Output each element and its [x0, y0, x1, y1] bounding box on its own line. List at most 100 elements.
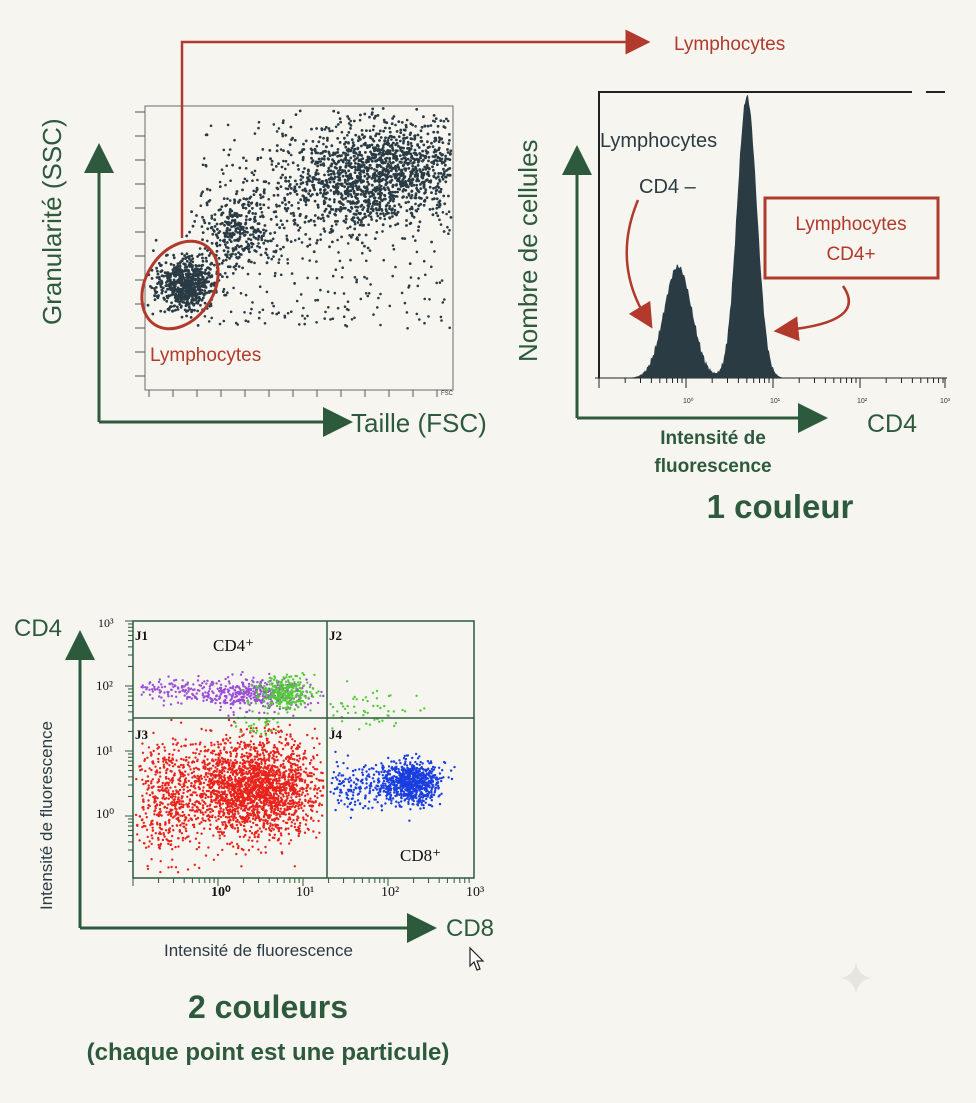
- cell-dot: [259, 206, 263, 210]
- particle-dot: [162, 763, 166, 766]
- cell-dot: [392, 173, 395, 176]
- cell-dot: [364, 233, 368, 237]
- cell-dot: [373, 196, 377, 200]
- particle-dot: [238, 743, 242, 746]
- cell-dot: [330, 144, 334, 148]
- cell-dot: [403, 301, 407, 305]
- cell-dot: [213, 263, 216, 267]
- cell-dot: [234, 268, 237, 271]
- cell-dot: [335, 223, 338, 226]
- cell-dot: [436, 175, 440, 179]
- cell-dot: [361, 251, 364, 255]
- cell-dot: [197, 292, 200, 295]
- particle-dot: [290, 785, 293, 788]
- cell-dot: [216, 236, 220, 240]
- cell-dot: [365, 129, 368, 133]
- particle-dot: [203, 827, 206, 830]
- cell-dot: [363, 212, 367, 216]
- particle-dot: [195, 794, 199, 797]
- cell-dot: [311, 159, 315, 163]
- cell-dot: [394, 265, 397, 269]
- particle-dot: [261, 752, 265, 755]
- particle-dot: [310, 759, 313, 762]
- cell-dot: [446, 157, 450, 161]
- particle-dot: [214, 801, 217, 804]
- cell-dot: [388, 160, 392, 163]
- particle-dot: [236, 741, 239, 745]
- cell-dot: [363, 174, 367, 178]
- cell-dot: [370, 218, 374, 221]
- cell-dot: [206, 239, 209, 243]
- particle-dot: [252, 764, 256, 767]
- cell-dot: [380, 199, 384, 203]
- particle-dot: [230, 798, 233, 801]
- particle-dot: [230, 815, 233, 818]
- particle-dot: [293, 758, 296, 761]
- cell-dot: [412, 157, 416, 161]
- cell-dot: [402, 133, 406, 137]
- cell-dot: [226, 123, 230, 127]
- cell-dot: [184, 256, 188, 260]
- cell-dot: [411, 235, 415, 238]
- cell-dot: [281, 132, 284, 136]
- cell-dot: [434, 211, 438, 215]
- cell-dot: [417, 146, 421, 149]
- cell-dot: [279, 148, 283, 151]
- cell-dot: [171, 290, 175, 294]
- particle-dot: [308, 771, 312, 775]
- cell-dot: [179, 288, 183, 292]
- particle-dot: [307, 828, 310, 831]
- cell-dot: [268, 149, 272, 152]
- particle-dot: [301, 802, 304, 805]
- cell-dot: [412, 161, 416, 164]
- cell-dot: [254, 190, 258, 194]
- particle-dot: [210, 815, 214, 819]
- cell-dot: [378, 139, 381, 142]
- particle-dot: [258, 789, 261, 793]
- cell-dot: [409, 159, 412, 163]
- cd4-neg-arrow: [625, 199, 653, 329]
- cell-dot: [288, 175, 292, 179]
- particle-dot: [239, 782, 243, 786]
- cell-dot: [443, 202, 447, 206]
- cell-dot: [372, 139, 376, 143]
- particle-dot: [192, 770, 195, 773]
- cell-dot: [270, 163, 274, 166]
- particle-dot: [248, 783, 251, 786]
- particle-dot: [270, 765, 274, 769]
- particle-dot: [282, 766, 285, 769]
- cell-dot: [439, 315, 443, 319]
- cell-dot: [336, 306, 340, 310]
- particle-dot: [248, 829, 252, 833]
- cell-dot: [341, 160, 345, 164]
- cell-dot: [163, 310, 167, 314]
- particle-dot: [275, 793, 279, 796]
- cell-dot: [254, 231, 258, 234]
- cell-dot: [283, 314, 287, 318]
- cell-dot: [182, 262, 186, 266]
- cell-dot: [191, 257, 195, 260]
- particle-dot: [288, 812, 291, 815]
- cell-dot: [279, 273, 283, 277]
- cell-dot: [262, 241, 266, 245]
- cell-dot: [299, 293, 303, 296]
- particle-dot: [187, 761, 190, 764]
- cell-dot: [274, 210, 278, 214]
- cell-dot: [288, 183, 292, 186]
- particle-dot: [321, 771, 324, 775]
- cell-dot: [348, 225, 352, 229]
- x-axis-label: Taille (FSC): [351, 408, 487, 438]
- cell-dot: [347, 308, 350, 312]
- particle-dot: [178, 788, 182, 792]
- cell-dot: [380, 208, 384, 211]
- particle-dot: [287, 760, 291, 764]
- cell-dot: [419, 155, 422, 159]
- cell-dot: [193, 282, 197, 286]
- particle-dot: [223, 785, 226, 788]
- particle-dot: [243, 797, 247, 800]
- cell-dot: [414, 194, 418, 197]
- cell-dot: [250, 307, 253, 311]
- particle-dot: [302, 809, 305, 812]
- cell-dot: [426, 146, 430, 150]
- cell-dot: [193, 290, 197, 293]
